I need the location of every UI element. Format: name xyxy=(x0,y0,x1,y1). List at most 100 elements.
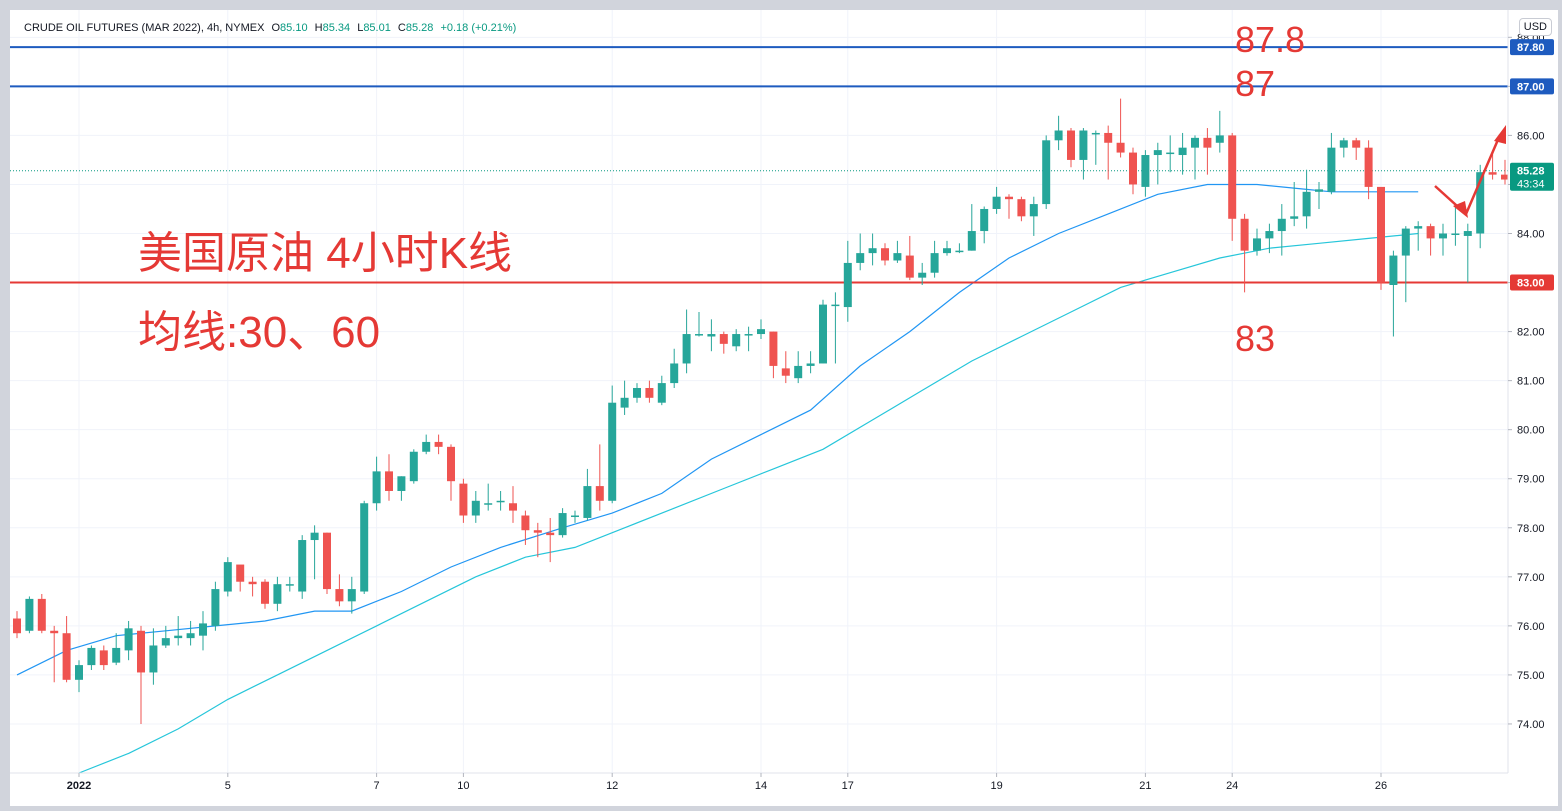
candle-body xyxy=(37,598,46,631)
candle xyxy=(905,235,914,281)
candle xyxy=(447,444,455,501)
candle-body xyxy=(1067,130,1075,160)
candle xyxy=(1315,181,1323,209)
candle-body xyxy=(583,486,592,518)
candle xyxy=(843,240,852,322)
candle-body xyxy=(62,633,71,680)
candle xyxy=(595,444,604,511)
candle-body xyxy=(1104,132,1113,143)
candle xyxy=(248,576,257,597)
candle-body xyxy=(1302,191,1311,217)
candle-body xyxy=(595,486,604,501)
candle-body xyxy=(843,262,852,308)
candle-body xyxy=(546,532,555,536)
candle-body xyxy=(422,441,431,452)
symbol-title: CRUDE OIL FUTURES (MAR 2022), 4h, NYMEX xyxy=(24,22,265,34)
candle xyxy=(1067,128,1075,168)
chart-panel[interactable]: 74.00 75.00 76.00 77.00 78.00 79.00 80.00 81.00… xyxy=(10,10,1558,806)
high-label: H xyxy=(314,22,323,34)
candle-body xyxy=(409,451,418,482)
candle xyxy=(347,576,356,614)
candle xyxy=(1042,135,1051,209)
candle xyxy=(236,564,245,592)
time-axis: 2022 5 7 10 12 14 17 19 21 24 26 xyxy=(10,772,1558,806)
candle-body xyxy=(1476,172,1485,234)
candle xyxy=(1017,196,1026,222)
candle-body xyxy=(1364,147,1373,187)
candle-body xyxy=(645,387,654,398)
candle xyxy=(186,620,195,646)
candle-body xyxy=(75,665,83,680)
forecast-arrow-head-up xyxy=(1494,125,1506,144)
candle xyxy=(1129,147,1137,195)
candle-body xyxy=(1414,226,1423,229)
candle xyxy=(1265,223,1274,254)
candle-body xyxy=(967,231,976,251)
annotation-level-83: 83 xyxy=(1235,318,1275,359)
candle xyxy=(285,576,294,592)
price-tick-label: 81.00 xyxy=(1517,376,1545,388)
candle xyxy=(62,616,71,683)
ma-line-30 xyxy=(16,183,1419,676)
candle xyxy=(1451,206,1460,246)
candle-body xyxy=(533,530,542,533)
candle-body xyxy=(211,589,220,626)
candle xyxy=(1327,132,1336,195)
currency-button[interactable]: USD xyxy=(1518,18,1552,36)
candle-body xyxy=(707,334,716,337)
candle xyxy=(558,508,567,538)
candle xyxy=(298,535,307,599)
candle-body xyxy=(1240,218,1249,251)
candle xyxy=(149,628,158,685)
candle-body xyxy=(347,589,356,602)
candle xyxy=(719,331,728,354)
close-value: 85.28 xyxy=(405,22,434,34)
candle xyxy=(50,625,59,683)
candle-body xyxy=(918,272,927,278)
candle-body xyxy=(633,387,641,398)
candle xyxy=(174,616,183,646)
candle-body xyxy=(199,623,207,636)
candle xyxy=(980,206,989,244)
candle xyxy=(409,449,418,484)
time-tick-label: 7 xyxy=(374,780,380,792)
candle-body xyxy=(1203,137,1212,148)
candle-body xyxy=(1352,140,1361,148)
candle xyxy=(819,299,827,364)
candlestick-chart[interactable]: 74.00 75.00 76.00 77.00 78.00 79.00 80.00 81.00… xyxy=(10,10,1558,806)
candle xyxy=(1377,186,1385,290)
candle xyxy=(620,380,629,415)
candle-body xyxy=(87,647,96,666)
candle-body xyxy=(310,532,319,541)
candle-body xyxy=(273,584,282,604)
candle xyxy=(707,319,716,352)
candle-body xyxy=(732,334,741,347)
candle-body xyxy=(1054,130,1063,141)
candle xyxy=(1141,150,1150,197)
candle-body xyxy=(484,503,493,505)
candle-body xyxy=(261,581,269,604)
candle-body xyxy=(447,446,455,482)
candle-body xyxy=(1253,238,1261,251)
candle-body xyxy=(781,368,790,376)
candle xyxy=(1054,115,1063,151)
level-price-badge-label: 87.00 xyxy=(1517,81,1545,93)
candle xyxy=(1240,213,1249,293)
candle-body xyxy=(868,248,877,254)
candle xyxy=(794,351,803,384)
candle-body xyxy=(905,255,914,278)
candle-body xyxy=(149,645,158,673)
time-tick-label: 2022 xyxy=(67,780,91,792)
candle-body xyxy=(1426,226,1435,239)
symbol-legend: CRUDE OIL FUTURES (MAR 2022), 4h, NYMEX … xyxy=(24,22,516,34)
price-tick-label: 77.00 xyxy=(1517,572,1545,584)
candle-body xyxy=(285,584,294,586)
candle-body xyxy=(385,471,393,491)
time-tick-label: 24 xyxy=(1226,780,1238,792)
price-axis-background xyxy=(1508,10,1558,806)
candle xyxy=(87,645,96,671)
level-price-badge xyxy=(1510,39,1554,56)
candle-body xyxy=(1091,132,1100,135)
candle xyxy=(769,331,778,379)
candle-body xyxy=(25,598,34,631)
